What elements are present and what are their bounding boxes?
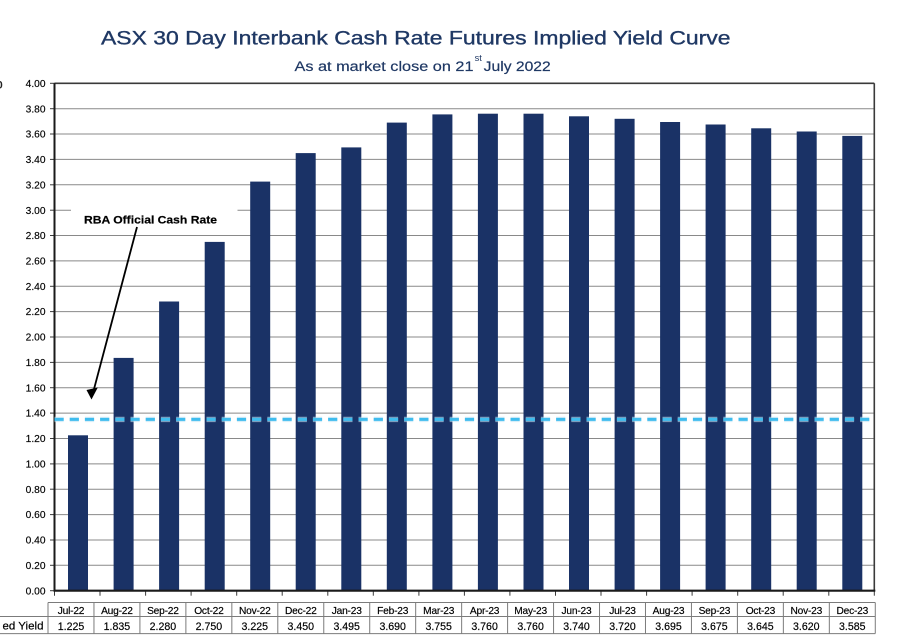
svg-text:3.225: 3.225 bbox=[242, 621, 269, 633]
svg-text:1.00: 1.00 bbox=[26, 460, 46, 471]
svg-text:3.20: 3.20 bbox=[26, 180, 46, 191]
svg-text:ed Yield: ed Yield bbox=[3, 621, 44, 633]
svg-text:ASX 30 Day Interbank Cash Rate: ASX 30 Day Interbank Cash Rate Futures I… bbox=[101, 28, 730, 49]
svg-text:2.750: 2.750 bbox=[196, 621, 223, 633]
svg-text:3.645: 3.645 bbox=[747, 621, 774, 633]
svg-text:Dec-22: Dec-22 bbox=[285, 606, 317, 617]
svg-text:4.00: 4.00 bbox=[26, 79, 46, 90]
svg-text:3.690: 3.690 bbox=[379, 621, 406, 633]
svg-text:3.760: 3.760 bbox=[471, 621, 498, 633]
svg-text:Aug-22: Aug-22 bbox=[101, 606, 133, 617]
svg-text:3.755: 3.755 bbox=[425, 621, 452, 633]
svg-text:2.00: 2.00 bbox=[26, 333, 46, 344]
svg-text:Jan-23: Jan-23 bbox=[332, 606, 362, 617]
svg-text:RBA Official Cash Rate: RBA Official Cash Rate bbox=[84, 214, 217, 226]
svg-text:3.620: 3.620 bbox=[793, 621, 820, 633]
svg-text:3.80: 3.80 bbox=[26, 104, 46, 115]
svg-text:3.695: 3.695 bbox=[655, 621, 682, 633]
svg-text:As at market close on 21: As at market close on 21 bbox=[295, 59, 474, 75]
svg-text:3.40: 3.40 bbox=[26, 155, 46, 166]
svg-text:1.60: 1.60 bbox=[26, 383, 46, 394]
svg-text:Jul-22: Jul-22 bbox=[58, 606, 85, 617]
svg-text:0.40: 0.40 bbox=[26, 536, 46, 547]
svg-text:May-23: May-23 bbox=[514, 606, 547, 617]
svg-text:3.450: 3.450 bbox=[288, 621, 315, 633]
svg-text:Jun-23: Jun-23 bbox=[562, 606, 592, 617]
svg-text:3.720: 3.720 bbox=[609, 621, 636, 633]
svg-text:1.225: 1.225 bbox=[58, 621, 85, 633]
svg-text:Nov-23: Nov-23 bbox=[790, 606, 822, 617]
svg-text:0.80: 0.80 bbox=[26, 485, 46, 496]
svg-text:Sep-23: Sep-23 bbox=[699, 606, 731, 617]
svg-text:Jul-23: Jul-23 bbox=[609, 606, 636, 617]
svg-text:2.80: 2.80 bbox=[26, 231, 46, 242]
svg-text:Mar-23: Mar-23 bbox=[423, 606, 455, 617]
svg-text:1.835: 1.835 bbox=[104, 621, 131, 633]
svg-text:July 2022: July 2022 bbox=[484, 59, 551, 75]
svg-text:Oct-22: Oct-22 bbox=[194, 606, 224, 617]
svg-text:1.40: 1.40 bbox=[26, 409, 46, 420]
svg-text:3.60: 3.60 bbox=[26, 130, 46, 141]
svg-text:1.20: 1.20 bbox=[26, 434, 46, 445]
svg-text:3.00: 3.00 bbox=[26, 206, 46, 217]
svg-text:Feb-23: Feb-23 bbox=[377, 606, 409, 617]
svg-text:3.760: 3.760 bbox=[517, 621, 544, 633]
svg-text:3.495: 3.495 bbox=[333, 621, 360, 633]
svg-text:3.585: 3.585 bbox=[839, 621, 866, 633]
svg-text:Oct-23: Oct-23 bbox=[746, 606, 776, 617]
svg-text:0: 0 bbox=[0, 80, 3, 92]
svg-text:3.740: 3.740 bbox=[563, 621, 590, 633]
svg-text:2.60: 2.60 bbox=[26, 257, 46, 268]
svg-text:2.280: 2.280 bbox=[150, 621, 177, 633]
svg-text:Nov-22: Nov-22 bbox=[239, 606, 271, 617]
svg-text:0.60: 0.60 bbox=[26, 510, 46, 521]
svg-text:0.20: 0.20 bbox=[26, 561, 46, 572]
svg-text:0.00: 0.00 bbox=[26, 586, 46, 597]
svg-text:2.20: 2.20 bbox=[26, 307, 46, 318]
svg-text:2.40: 2.40 bbox=[26, 282, 46, 293]
svg-text:Apr-23: Apr-23 bbox=[470, 606, 500, 617]
svg-text:Aug-23: Aug-23 bbox=[653, 606, 685, 617]
svg-text:Sep-22: Sep-22 bbox=[147, 606, 179, 617]
svg-text:3.675: 3.675 bbox=[701, 621, 728, 633]
svg-text:1.80: 1.80 bbox=[26, 358, 46, 369]
svg-text:Dec-23: Dec-23 bbox=[836, 606, 868, 617]
svg-text:st: st bbox=[475, 53, 483, 63]
